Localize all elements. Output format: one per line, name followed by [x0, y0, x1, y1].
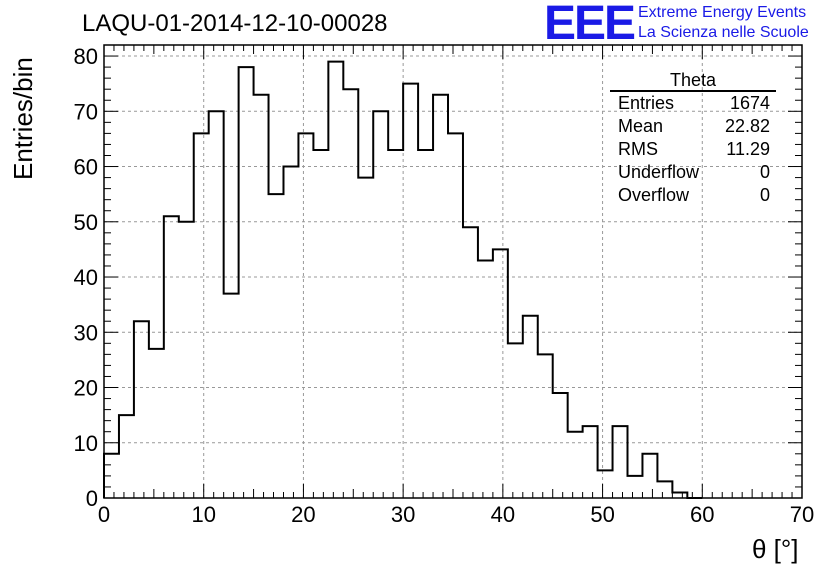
stats-label: Mean — [618, 116, 664, 136]
stats-row-underflow: Underflow 0 — [610, 161, 776, 184]
histogram-bin — [642, 454, 657, 498]
x-tick-label: 0 — [98, 502, 110, 527]
histogram-bin — [179, 222, 194, 498]
histogram-bin — [598, 470, 613, 498]
stats-row-overflow: Overflow 0 — [610, 184, 776, 207]
histogram-bin — [433, 95, 448, 498]
stats-label: Underflow — [618, 162, 700, 182]
histogram-bin — [403, 84, 418, 498]
stats-row-rms: RMS 11.29 — [610, 138, 776, 161]
histogram-bin — [298, 133, 313, 498]
stats-label: RMS — [618, 139, 658, 159]
histogram-bin — [119, 415, 134, 498]
tick-labels: 0 10 20 30 40 50 60 70 0 10 20 30 40 50 60 70 80 — [74, 44, 815, 527]
x-axis-label: θ [°] — [752, 534, 799, 564]
histogram-bin — [657, 481, 672, 498]
histogram-bin — [418, 150, 433, 498]
x-tick-label: 30 — [391, 502, 415, 527]
stats-value: 11.29 — [726, 139, 770, 159]
y-tick-label: 20 — [74, 376, 98, 401]
histogram-line — [103, 60, 703, 499]
histogram-bin — [283, 167, 298, 498]
histogram-bin — [343, 89, 358, 498]
stats-box-title: Theta — [610, 70, 776, 92]
stats-value: 22.82 — [724, 116, 770, 136]
stats-row-mean: Mean 22.82 — [610, 115, 776, 138]
histogram-bin — [613, 426, 628, 498]
histogram-bin — [628, 476, 643, 498]
logo-text-line1: Extreme Energy Events — [638, 4, 807, 21]
histogram-bins — [104, 62, 687, 498]
histogram-bin — [313, 150, 328, 498]
x-tick-label: 70 — [790, 502, 814, 527]
histogram-bin — [194, 133, 209, 498]
stats-row-entries: Entries 1674 — [610, 92, 776, 115]
histogram-bin — [583, 426, 598, 498]
stats-value: 1674 — [729, 93, 770, 113]
histogram-bin — [553, 393, 568, 498]
histogram-bin — [224, 294, 239, 498]
y-tick-label: 0 — [86, 486, 98, 511]
histogram-bin — [209, 111, 224, 498]
histogram-bin — [104, 454, 119, 498]
histogram-bin — [672, 492, 687, 498]
stats-label: Overflow — [618, 185, 690, 205]
y-tick-label: 30 — [74, 320, 98, 345]
x-tick-label: 60 — [690, 502, 714, 527]
stats-value: 0 — [759, 185, 770, 205]
stats-box: Theta Entries 1674 Mean 22.82 RMS 11.29 … — [610, 70, 776, 207]
histogram-bin — [239, 67, 254, 498]
eee-logo: EEE — [544, 0, 636, 50]
histogram-bin — [388, 150, 403, 498]
histogram-bin — [254, 95, 269, 498]
histogram-bin — [478, 260, 493, 498]
y-tick-label: 10 — [74, 431, 98, 456]
logo-text-line2: La Scienza nelle Scuole — [638, 24, 809, 41]
y-tick-label: 60 — [74, 155, 98, 180]
stats-label: Entries — [618, 93, 675, 113]
histogram-bin — [448, 133, 463, 498]
histogram-bin — [463, 227, 478, 498]
histogram-bin — [358, 178, 373, 498]
x-tick-label: 40 — [491, 502, 515, 527]
y-tick-label: 80 — [74, 44, 98, 69]
x-tick-label: 10 — [191, 502, 215, 527]
x-tick-label: 50 — [590, 502, 614, 527]
y-tick-label: 70 — [74, 99, 98, 124]
axis-ticks — [103, 44, 803, 499]
chart-title: LAQU-01-2014-12-10-00028 — [82, 10, 388, 37]
y-tick-label: 50 — [74, 210, 98, 235]
histogram-bin — [523, 316, 538, 498]
histogram-bin — [568, 432, 583, 498]
histogram-bin — [538, 354, 553, 498]
y-tick-label: 40 — [74, 265, 98, 290]
stats-value: 0 — [759, 162, 770, 182]
histogram-bin — [149, 349, 164, 498]
histogram-bin — [269, 194, 284, 498]
histogram-bin — [373, 111, 388, 498]
histogram-bin — [328, 62, 343, 498]
histogram-bin — [493, 249, 508, 498]
histogram-bin — [134, 321, 149, 498]
histogram-bin — [508, 343, 523, 498]
x-tick-label: 20 — [291, 502, 315, 527]
histogram-bin — [164, 216, 179, 498]
